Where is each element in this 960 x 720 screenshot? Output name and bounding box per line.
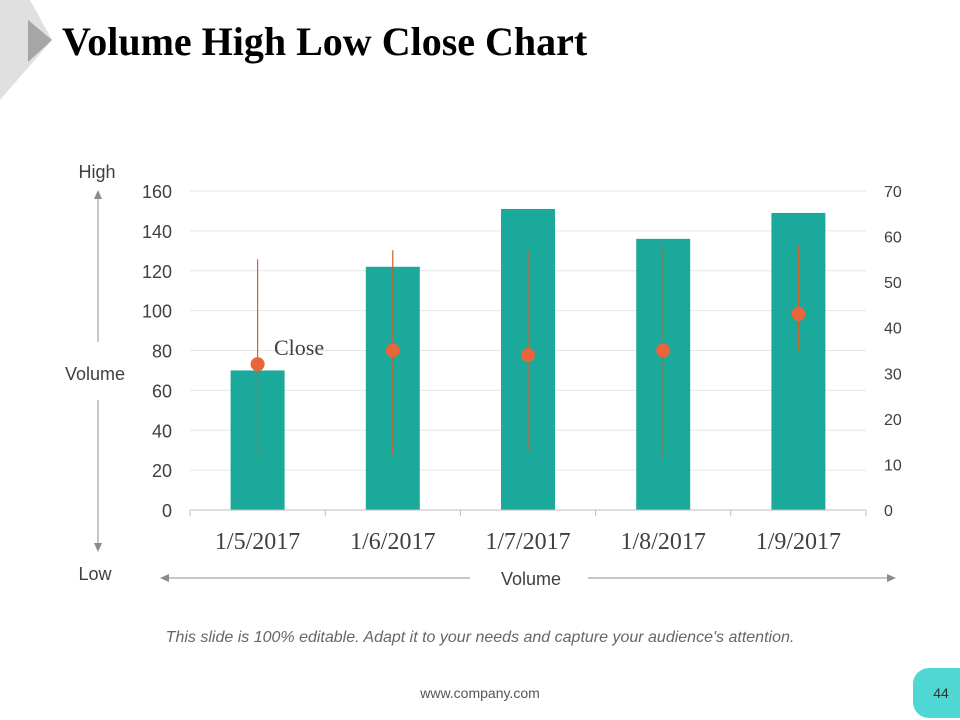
low-label: Low	[78, 564, 112, 584]
category-label: 1/6/2017	[350, 529, 435, 555]
page-number: 44	[933, 685, 949, 701]
left-tick-label: 80	[152, 342, 172, 362]
right-tick-label: 30	[884, 366, 902, 383]
volume-bottom-label: Volume	[501, 569, 561, 589]
close-marker	[385, 343, 400, 358]
high-label: High	[78, 162, 115, 182]
category-label: 1/9/2017	[756, 529, 841, 555]
left-axis-ticks: 0 20 40 60 80 100 120 140 160	[142, 182, 172, 521]
category-label: 1/8/2017	[621, 529, 706, 555]
close-marker	[656, 343, 671, 358]
horizontal-arrow	[160, 574, 896, 582]
left-tick-label: 40	[152, 421, 172, 441]
left-tick-label: 160	[142, 182, 172, 202]
left-tick-label: 0	[162, 501, 172, 521]
vertical-arrow	[94, 190, 102, 552]
page-number-badge	[913, 668, 960, 718]
right-axis-ticks: 0 10 20 30 40 50 60 70	[884, 184, 902, 520]
volume-high-low-close-chart: 0 20 40 60 80 100 120 140 160 0 10 20 30 40 50 60 70 1/…	[65, 162, 902, 589]
right-tick-label: 20	[884, 412, 902, 429]
left-tick-label: 60	[152, 381, 172, 401]
left-tick-label: 120	[142, 262, 172, 282]
close-label: Close	[274, 335, 324, 360]
close-marker	[791, 307, 806, 322]
footer-url: www.company.com	[420, 685, 540, 701]
right-tick-label: 60	[884, 230, 902, 247]
left-tick-label: 140	[142, 222, 172, 242]
left-tick-label: 20	[152, 461, 172, 481]
category-label: 1/7/2017	[485, 529, 570, 555]
right-tick-label: 0	[884, 503, 893, 520]
close-marker	[250, 357, 265, 372]
left-tick-label: 100	[142, 302, 172, 322]
corner-decoration	[0, 0, 52, 100]
right-tick-label: 70	[884, 184, 902, 201]
right-tick-label: 40	[884, 321, 902, 338]
close-marker	[521, 348, 535, 363]
volume-side-label: Volume	[65, 364, 125, 384]
category-labels: 1/5/2017 1/6/2017 1/7/2017 1/8/2017 1/9/2017	[189, 510, 867, 555]
close-markers	[250, 307, 806, 372]
category-label: 1/5/2017	[215, 529, 300, 555]
footer-note: This slide is 100% editable. Adapt it to…	[165, 629, 795, 646]
right-tick-label: 10	[884, 457, 902, 474]
right-tick-label: 50	[884, 275, 902, 292]
slide-title: Volume High Low Close Chart	[62, 19, 588, 64]
